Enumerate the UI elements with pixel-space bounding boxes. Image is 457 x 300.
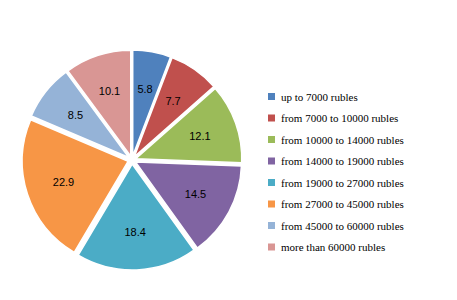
legend-label: from 14000 to 19000 rubles xyxy=(281,155,404,167)
legend-label: from 45000 to 60000 rubles xyxy=(281,220,404,232)
data-label: 8.5 xyxy=(68,109,83,121)
data-label: 10.1 xyxy=(99,85,120,97)
legend-item: up to 7000 rubles xyxy=(268,91,358,103)
legend-swatch xyxy=(268,115,275,122)
data-label: 5.8 xyxy=(137,83,152,95)
data-label: 22.9 xyxy=(53,176,74,188)
legend-item: from 10000 to 14000 rubles xyxy=(268,134,404,146)
legend-swatch xyxy=(268,222,275,229)
legend-swatch xyxy=(268,136,275,143)
data-label: 12.1 xyxy=(189,130,210,142)
legend-label: from 19000 to 27000 rubles xyxy=(281,177,404,189)
pie-slice xyxy=(136,89,242,163)
legend-label: up to 7000 rubles xyxy=(281,91,358,103)
legend-item: more than 60000 rubles xyxy=(268,241,385,253)
chart: 5.8 7.7 12.1 14.5 18.4 22.9 8.5 10.1 up to 7000 … xyxy=(0,0,457,300)
legend: up to 7000 rubles from 7000 to 10000 rubl… xyxy=(268,91,404,254)
legend-item: from 19000 to 27000 rubles xyxy=(268,177,404,189)
data-label: 18.4 xyxy=(124,226,145,238)
legend-label: from 10000 to 14000 rubles xyxy=(281,134,404,146)
legend-swatch xyxy=(268,179,275,186)
data-labels: 5.8 7.7 12.1 14.5 18.4 22.9 8.5 10.1 xyxy=(53,83,211,238)
pie-slice xyxy=(68,50,131,156)
legend-swatch xyxy=(268,201,275,208)
data-label: 14.5 xyxy=(185,188,206,200)
legend-item: from 45000 to 60000 rubles xyxy=(268,220,404,232)
legend-swatch xyxy=(268,244,275,251)
legend-item: from 14000 to 19000 rubles xyxy=(268,155,404,167)
legend-item: from 27000 to 45000 rubles xyxy=(268,198,404,210)
legend-label: from 27000 to 45000 rubles xyxy=(281,198,404,210)
legend-label: from 7000 to 10000 rubles xyxy=(281,112,398,124)
legend-label: more than 60000 rubles xyxy=(281,241,385,253)
legend-swatch xyxy=(268,158,275,165)
legend-swatch xyxy=(268,93,275,100)
data-label: 7.7 xyxy=(165,95,180,107)
legend-item: from 7000 to 10000 rubles xyxy=(268,112,398,124)
pie xyxy=(22,50,242,270)
